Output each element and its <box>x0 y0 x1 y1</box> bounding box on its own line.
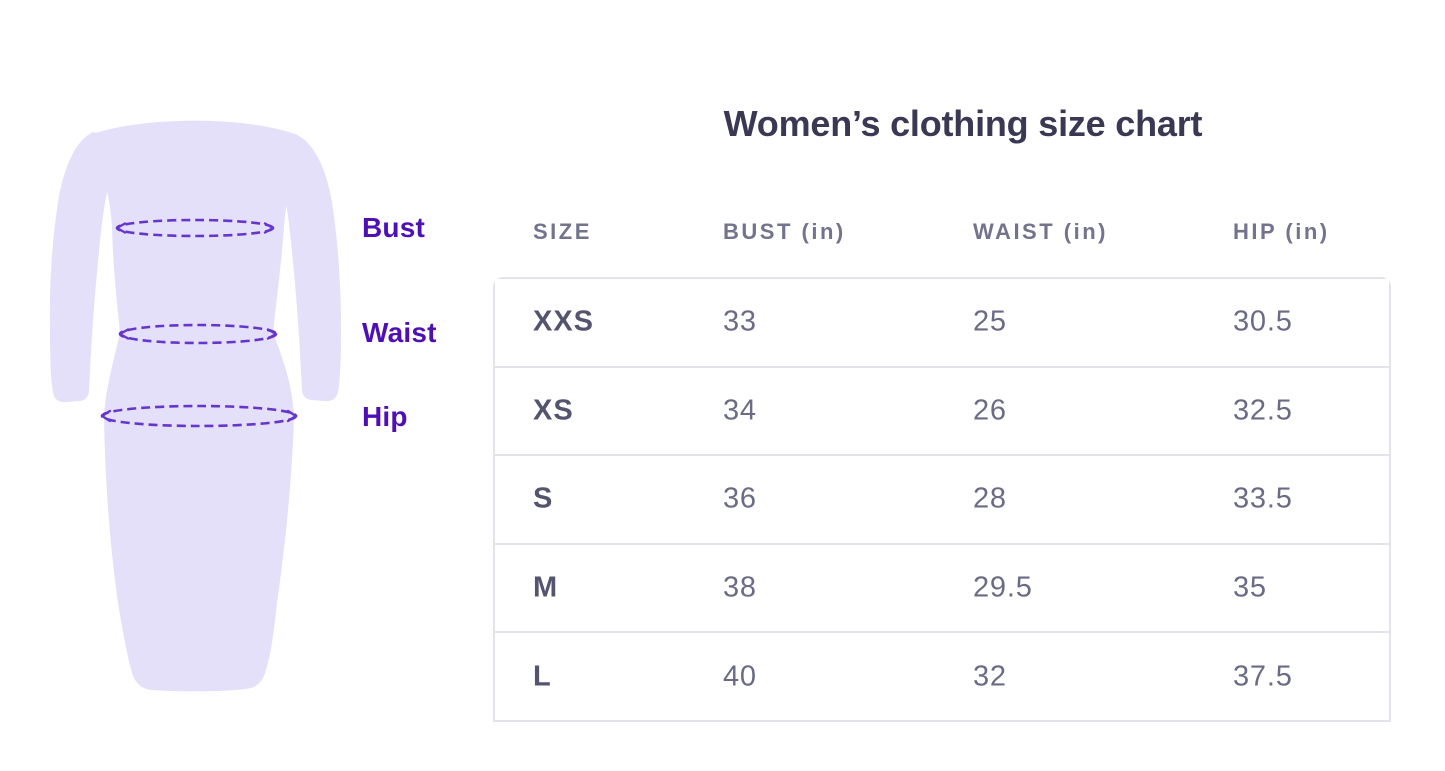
hip-arrow-tip-left <box>100 409 112 423</box>
hip-cell: 30.5 <box>1233 305 1293 338</box>
hip-label: Hip <box>362 401 408 432</box>
bust-cell: 34 <box>723 394 757 427</box>
waist-arrow-tip-left <box>118 328 130 340</box>
table-row-s: S 36 28 33.5 <box>495 454 1389 543</box>
table-row-m: M 38 29.5 35 <box>495 542 1389 632</box>
column-header-bust: BUST (in) <box>723 219 846 244</box>
dress-illustration <box>49 120 341 692</box>
size-cell: M <box>533 571 559 604</box>
size-cell: XXS <box>533 305 595 338</box>
bust-arrow-tip-left <box>115 222 127 234</box>
column-header-waist: WAIST (in) <box>973 219 1108 244</box>
waist-arrow-tip-right <box>266 328 278 340</box>
hip-cell: 32.5 <box>1233 394 1293 427</box>
table-row-l: L 40 32 37.5 <box>495 631 1389 720</box>
page-title: Women’s clothing size chart <box>723 103 1203 144</box>
size-table: XXS 33 25 30.5 XS 34 26 32.5 S 36 28 33.… <box>493 277 1391 722</box>
column-header-size: SIZE <box>533 219 592 244</box>
waist-cell: 26 <box>973 394 1007 427</box>
bust-cell: 33 <box>723 305 757 338</box>
column-header-hip: HIP (in) <box>1233 219 1330 244</box>
bust-cell: 36 <box>723 482 757 515</box>
waist-cell: 25 <box>973 305 1007 338</box>
table-row-xs: XS 34 26 32.5 <box>495 365 1389 455</box>
hip-arrow-tip-right <box>286 409 298 423</box>
bust-label: Bust <box>362 212 426 243</box>
hip-cell: 33.5 <box>1233 482 1293 515</box>
bust-cell: 38 <box>723 571 757 604</box>
left-sleeve-shape <box>49 132 112 403</box>
bust-cell: 40 <box>723 660 757 693</box>
right-sleeve-shape <box>279 135 341 402</box>
waist-cell: 32 <box>973 660 1007 693</box>
hip-cell: 37.5 <box>1233 660 1293 693</box>
waist-cell: 29.5 <box>973 571 1033 604</box>
hip-cell: 35 <box>1233 571 1267 604</box>
size-cell: L <box>533 660 552 693</box>
waist-label: Waist <box>362 317 437 348</box>
size-cell: XS <box>533 394 574 427</box>
dress-body-shape <box>92 120 298 692</box>
waist-cell: 28 <box>973 482 1007 515</box>
table-row-xxs: XXS 33 25 30.5 <box>495 279 1389 366</box>
size-cell: S <box>533 482 554 515</box>
bust-arrow-tip-right <box>263 222 275 234</box>
